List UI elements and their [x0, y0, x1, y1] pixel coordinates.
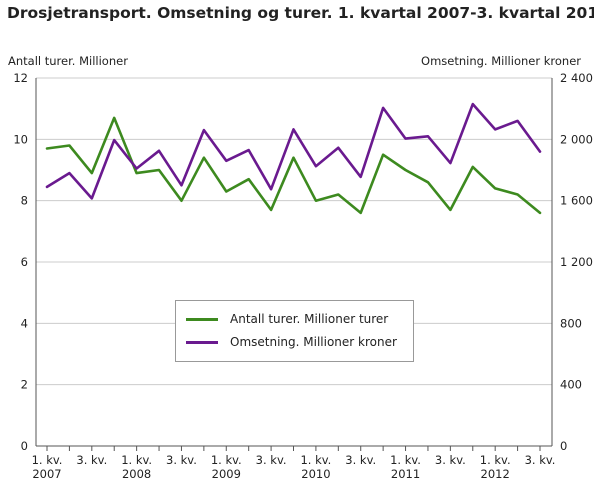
- x-tick-label-year: 2007: [32, 467, 61, 481]
- y-axis-right-label: Omsetning. Millioner kroner: [421, 54, 581, 68]
- x-tick-label: 3. kv.: [345, 453, 376, 467]
- x-tick-label: 1. kv.: [300, 453, 331, 467]
- legend-swatch-turer: [186, 317, 218, 321]
- y-axis-left-label: Antall turer. Millioner: [8, 54, 128, 68]
- y-tick-label-right: 400: [560, 378, 582, 392]
- y-tick-label-right: 1 200: [560, 255, 593, 269]
- x-tick-label: 3. kv.: [166, 453, 197, 467]
- series-line-turer: [45, 116, 542, 215]
- y-tick-label-right: 1 600: [560, 194, 593, 208]
- legend-item-turer: Antall turer. Millioner turer: [186, 312, 388, 326]
- y-tick-label-left: 2: [21, 378, 28, 392]
- y-tick-label-right: 2 000: [560, 132, 593, 146]
- y-tick-label-right: 2 400: [560, 71, 593, 85]
- x-tick-label: 3. kv.: [76, 453, 107, 467]
- x-tick-label: 1. kv.: [211, 453, 242, 467]
- x-tick-label: 1. kv.: [121, 453, 152, 467]
- x-tick-label: 1. kv.: [480, 453, 511, 467]
- axes: [35, 78, 553, 451]
- x-tick-label-year: 2009: [212, 467, 241, 481]
- tick-labels: 0 0 2 400 4 800 6 1 200 8 1 600 10 2 000 12 2 400 1. k…: [13, 71, 593, 481]
- chart-title: Drosjetransport. Omsetning og turer. 1. …: [7, 4, 594, 22]
- y-tick-label-right: 0: [560, 439, 567, 453]
- legend-swatch-omsetning: [186, 340, 218, 344]
- y-tick-label-left: 6: [21, 255, 28, 269]
- legend: Antall turer. Millioner turer Omsetning.…: [175, 300, 414, 362]
- x-tick-label: 1. kv.: [390, 453, 421, 467]
- y-tick-label-left: 12: [13, 71, 28, 85]
- y-tick-label-left: 0: [21, 439, 28, 453]
- x-tick-label: 3. kv.: [435, 453, 466, 467]
- series-line-omsetning: [45, 102, 542, 200]
- y-tick-label-left: 4: [21, 316, 28, 330]
- y-tick-label-left: 10: [13, 132, 28, 146]
- legend-item-omsetning: Omsetning. Millioner kroner: [186, 335, 397, 349]
- legend-label-omsetning: Omsetning. Millioner kroner: [230, 335, 397, 349]
- x-tick-label: 3. kv.: [256, 453, 287, 467]
- x-tick-label: 1. kv.: [32, 453, 63, 467]
- y-tick-label-right: 800: [560, 316, 582, 330]
- x-tick-label-year: 2008: [122, 467, 151, 481]
- y-tick-label-left: 8: [21, 194, 28, 208]
- x-tick-label: 3. kv.: [525, 453, 556, 467]
- x-tick-label-year: 2012: [481, 467, 510, 481]
- x-tick-label-year: 2010: [301, 467, 330, 481]
- series-lines: [45, 102, 542, 215]
- x-tick-label-year: 2011: [391, 467, 420, 481]
- legend-label-turer: Antall turer. Millioner turer: [230, 312, 389, 326]
